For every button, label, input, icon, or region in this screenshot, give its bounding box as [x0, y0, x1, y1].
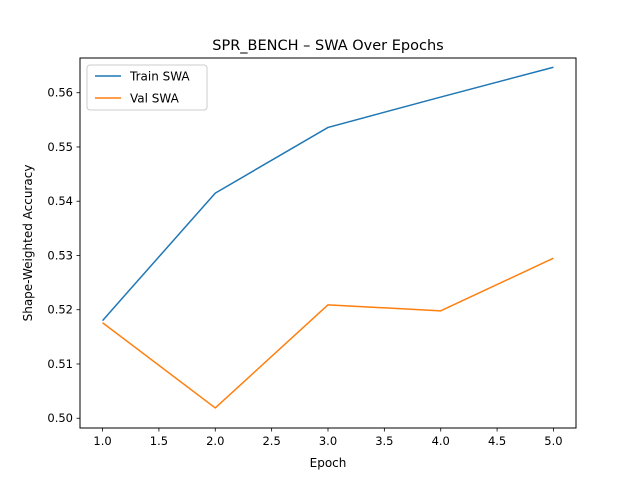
chart-title: SPR_BENCH – SWA Over Epochs: [212, 38, 443, 54]
x-tick-label: 3.0: [319, 434, 337, 448]
x-tick-label: 4.5: [488, 434, 506, 448]
y-tick-label: 0.56: [47, 86, 73, 100]
x-tick-label: 5.0: [544, 434, 562, 448]
plot-area: [101, 66, 554, 409]
legend-label: Val SWA: [130, 92, 180, 106]
x-tick-label: 1.5: [150, 434, 168, 448]
x-tick-label: 4.0: [432, 434, 450, 448]
series-line-train-swa: [101, 66, 554, 322]
x-tick-label: 2.0: [206, 434, 224, 448]
y-tick-label: 0.55: [47, 140, 73, 154]
axis-ticks: 1.0 1.5 2.0 2.5 3.0 3.5 4.0 4.5 5.0 0.50 0.51 0.52 0…: [47, 86, 562, 448]
x-axis-label: Epoch: [310, 456, 347, 470]
plot-frame: [79, 57, 577, 429]
series-line-val-swa: [102, 257, 554, 409]
x-tick-label: 1.0: [93, 434, 111, 448]
y-tick-label: 0.52: [47, 303, 73, 317]
y-tick-label: 0.50: [47, 411, 73, 425]
legend: Train SWA Val SWA: [86, 64, 208, 111]
legend-label: Train SWA: [129, 70, 190, 84]
x-tick-label: 3.5: [375, 434, 393, 448]
x-tick-label: 2.5: [262, 434, 280, 448]
y-axis-label: Shape-Weighted Accuracy: [21, 165, 35, 322]
y-tick-label: 0.54: [47, 194, 73, 208]
y-tick-label: 0.53: [47, 248, 73, 262]
y-tick-label: 0.51: [47, 357, 73, 371]
